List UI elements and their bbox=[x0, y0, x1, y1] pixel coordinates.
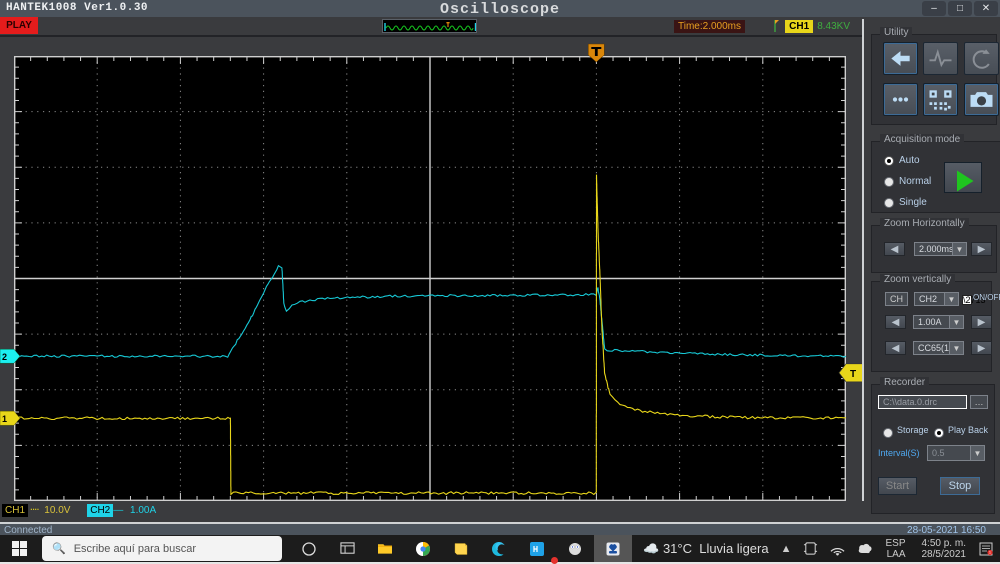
svg-text:1: 1 bbox=[989, 550, 991, 554]
svg-text:T: T bbox=[850, 369, 856, 380]
svg-text:1: 1 bbox=[2, 414, 7, 424]
svg-text:2: 2 bbox=[2, 352, 7, 362]
